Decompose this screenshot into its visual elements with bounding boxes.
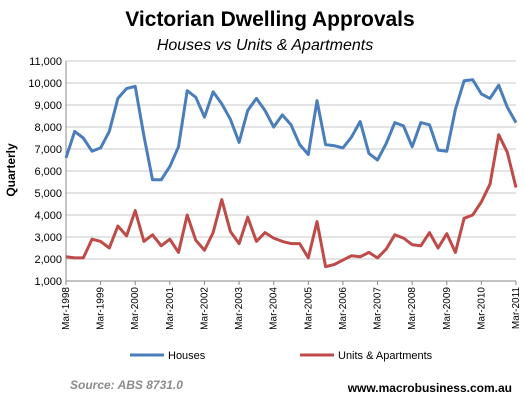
y-tick-label: 11,000 — [29, 56, 62, 68]
houses-line — [64, 78, 518, 182]
y-tick-label: 3,000 — [34, 232, 62, 244]
units-apartments-line — [65, 133, 518, 269]
x-tick-label: Mar-2004 — [269, 287, 280, 330]
website-credit: www.macrobusiness.com.au — [347, 381, 512, 395]
x-tick-label: Mar-2009 — [442, 287, 453, 330]
y-tick-label: 2,000 — [34, 254, 62, 266]
x-tick-label: Mar-2006 — [338, 287, 349, 330]
y-tick-label: 7,000 — [34, 144, 62, 156]
x-tick-label: Mar-2007 — [373, 287, 384, 330]
x-tick-label: Mar-2005 — [303, 287, 314, 330]
y-tick-label: 8,000 — [34, 122, 62, 134]
y-tick-label: 4,000 — [34, 210, 62, 222]
x-tick-label: Mar-2010 — [476, 287, 487, 330]
y-tick-label: 1,000 — [34, 276, 62, 288]
legend-label: Units & Apartments — [338, 350, 433, 362]
chart-title: Victorian Dwelling Approvals — [125, 8, 414, 31]
x-tick-label: Mar-2002 — [199, 287, 210, 330]
y-axis-label: Quarterly — [4, 143, 18, 197]
x-tick-label: Mar-2008 — [407, 287, 418, 330]
gridlines — [65, 60, 516, 282]
x-tick-label: Mar-1999 — [96, 287, 107, 330]
x-tick-label: Mar-2011 — [511, 287, 522, 329]
series-lines — [64, 78, 518, 269]
legend: Houses Units & Apartments — [130, 350, 433, 362]
x-tick-label: Mar-2003 — [234, 287, 245, 330]
x-tick-label: Mar-2001 — [165, 287, 176, 330]
y-tick-label: 10,000 — [28, 78, 62, 90]
y-tick-labels: 1,000 2,000 3,000 4,000 5,000 6,000 7,000 8,000… — [28, 56, 62, 288]
y-tick-label: 5,000 — [34, 188, 62, 200]
x-tick-label: Mar-2000 — [130, 287, 141, 330]
x-tick-labels: Mar-1998 Mar-1999 Mar-2000 Mar-2001 Mar-2002… — [61, 281, 522, 330]
source-note: Source: ABS 8731.0 — [70, 378, 183, 392]
legend-label: Houses — [168, 350, 206, 362]
x-tick-label: Mar-1998 — [61, 287, 72, 330]
y-tick-label: 6,000 — [34, 166, 62, 178]
y-tick-label: 9,000 — [34, 100, 62, 112]
chart-subtitle: Houses vs Units & Apartments — [157, 37, 373, 54]
